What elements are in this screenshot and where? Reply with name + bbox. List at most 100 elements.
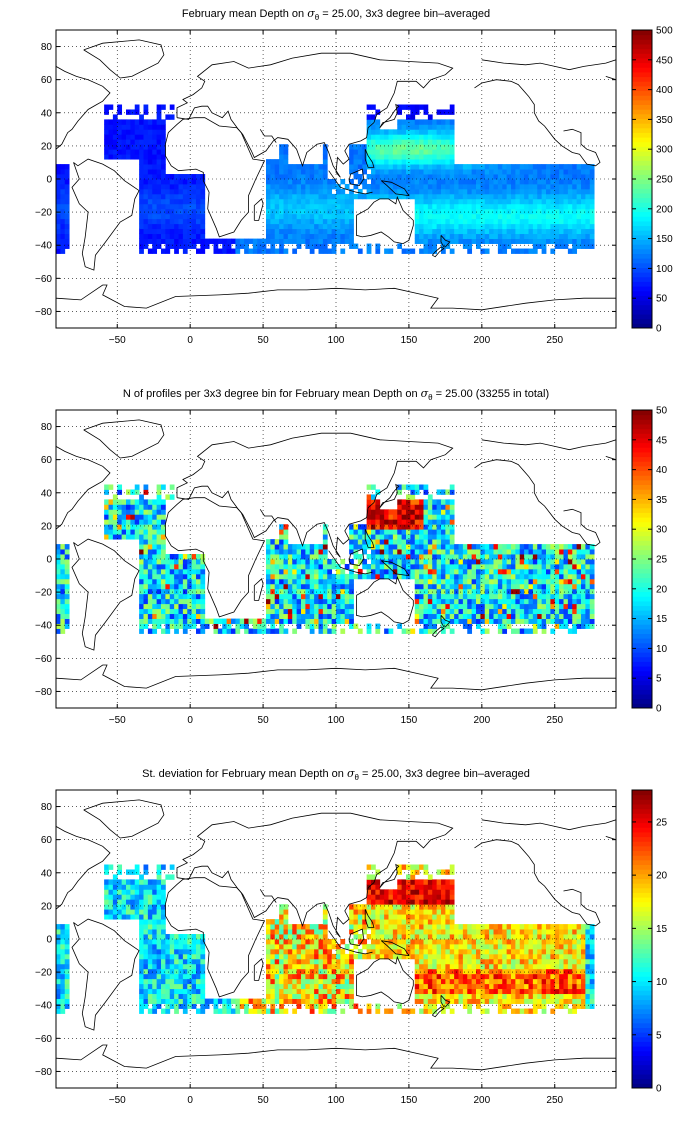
- colorbar-segment: [632, 104, 652, 110]
- data-cell: [401, 1008, 407, 1014]
- data-cell: [462, 598, 468, 605]
- data-cell: [182, 223, 188, 230]
- data-cell: [432, 593, 438, 600]
- data-cell: [266, 218, 271, 225]
- data-cell: [261, 623, 267, 629]
- data-cell: [331, 983, 337, 990]
- data-cell: [279, 578, 284, 585]
- data-cell: [550, 218, 556, 225]
- data-cell: [112, 904, 118, 910]
- data-cell: [196, 934, 201, 940]
- data-cell: [528, 233, 534, 239]
- data-cell: [161, 499, 166, 505]
- data-cell: [554, 223, 560, 230]
- data-cell: [567, 179, 573, 185]
- data-cell: [130, 889, 136, 895]
- data-cell: [152, 948, 158, 955]
- data-cell: [515, 208, 521, 215]
- data-cell: [515, 563, 521, 570]
- data-cell: [283, 628, 289, 634]
- data-cell: [427, 129, 433, 135]
- data-cell: [585, 549, 591, 555]
- data-cell: [322, 919, 328, 925]
- data-cell: [266, 169, 271, 175]
- data-cell: [257, 628, 263, 634]
- data-cell: [257, 1003, 263, 1009]
- data-cell: [349, 978, 354, 985]
- data-cell: [344, 593, 350, 600]
- data-cell: [117, 149, 123, 155]
- data-cell: [117, 104, 123, 110]
- data-cell: [200, 233, 206, 239]
- data-cell: [147, 154, 153, 160]
- data-cell: [309, 934, 315, 940]
- data-cell: [147, 583, 153, 590]
- data-cell: [156, 233, 162, 239]
- data-cell: [336, 948, 341, 955]
- data-cell: [537, 233, 543, 239]
- data-cell: [60, 968, 66, 975]
- data-cell: [519, 603, 525, 610]
- data-cell: [331, 993, 337, 999]
- data-cell: [423, 154, 429, 160]
- coastline: [380, 180, 410, 197]
- data-cell: [340, 238, 346, 244]
- data-cell: [559, 183, 564, 190]
- data-cell: [484, 198, 490, 205]
- data-cell: [56, 988, 61, 995]
- data-cell: [340, 628, 346, 634]
- data-cell: [349, 233, 354, 239]
- data-cell: [427, 583, 433, 590]
- colorbar-segment: [632, 113, 652, 119]
- data-cell: [349, 939, 354, 945]
- data-cell: [217, 248, 223, 254]
- data-cell: [301, 179, 306, 185]
- data-cell: [401, 159, 407, 165]
- data-cell: [419, 119, 424, 125]
- data-cell: [344, 958, 350, 965]
- data-cell: [537, 563, 543, 570]
- data-cell: [414, 164, 420, 170]
- data-cell: [191, 233, 197, 239]
- data-cell: [445, 188, 451, 195]
- data-cell: [436, 593, 442, 600]
- data-cell: [375, 544, 381, 550]
- data-cell: [506, 213, 512, 220]
- data-cell: [414, 509, 420, 515]
- colorbar-segment: [632, 276, 652, 282]
- x-tick-label: 150: [401, 715, 418, 726]
- data-cell: [147, 934, 153, 940]
- data-cell: [375, 109, 381, 115]
- data-cell: [169, 198, 175, 205]
- data-cell: [567, 598, 573, 605]
- data-cell: [60, 939, 66, 945]
- data-cell: [143, 549, 149, 555]
- data-cell: [357, 559, 363, 565]
- data-cell: [480, 203, 486, 210]
- data-cell: [318, 934, 324, 940]
- data-cell: [357, 953, 363, 960]
- data-cell: [161, 993, 166, 999]
- data-cell: [401, 169, 407, 175]
- data-cell: [318, 618, 324, 624]
- data-cell: [423, 534, 429, 540]
- data-cell: [209, 998, 214, 1004]
- data-cell: [550, 174, 556, 180]
- data-cell: [524, 248, 529, 254]
- data-cell: [314, 559, 319, 565]
- data-cell: [506, 568, 512, 575]
- data-cell: [266, 608, 271, 615]
- data-cell: [375, 919, 381, 925]
- data-cell: [287, 608, 293, 615]
- data-cell: [388, 894, 394, 900]
- data-cell: [445, 554, 451, 560]
- data-cell: [401, 154, 407, 160]
- data-cell: [143, 864, 149, 870]
- data-cell: [532, 588, 538, 595]
- data-cell: [191, 998, 197, 1004]
- data-cell: [287, 568, 293, 575]
- data-cell: [489, 228, 494, 235]
- data-cell: [336, 198, 341, 205]
- data-cell: [375, 953, 381, 960]
- data-cell: [497, 179, 503, 185]
